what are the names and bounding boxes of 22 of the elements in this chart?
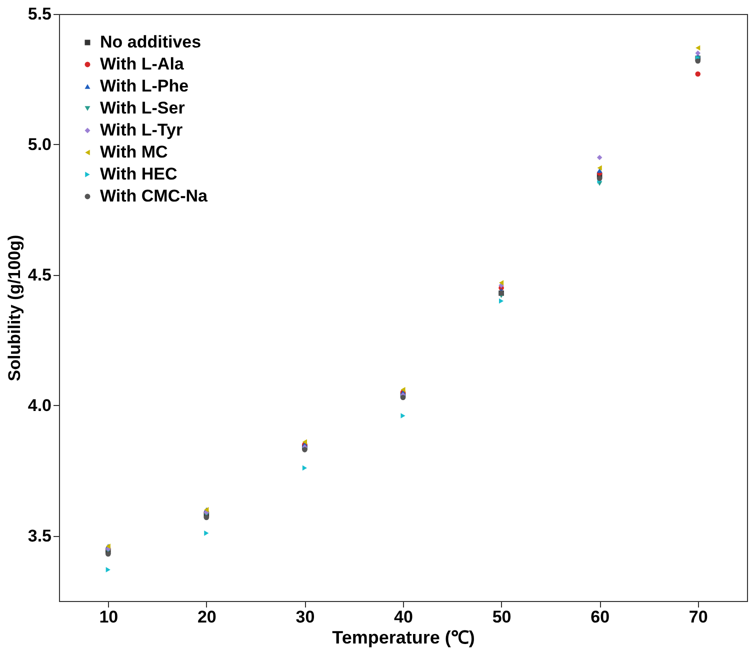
x-axis-title: Temperature (℃) (332, 628, 475, 648)
y-tick-label: 4.0 (28, 396, 52, 415)
legend-label: With CMC-Na (100, 186, 208, 206)
legend-label: With MC (100, 142, 168, 162)
y-tick-label: 3.5 (28, 526, 52, 546)
y-tick-label: 4.5 (28, 265, 52, 284)
x-tick-label: 70 (688, 608, 708, 626)
legend-label: With L-Ser (100, 98, 186, 118)
x-tick-label: 20 (197, 608, 216, 626)
legend-label: No additives (100, 32, 202, 52)
legend-label: With L-Ala (100, 54, 184, 74)
legend-label: With HEC (100, 164, 178, 184)
x-tick-label: 60 (590, 608, 610, 626)
x-tick-label: 30 (296, 608, 315, 626)
legend-label: With L-Tyr (100, 120, 184, 140)
x-tick-label: 50 (492, 608, 512, 626)
x-tick-label: 10 (99, 608, 118, 626)
legend-label: With L-Phe (100, 76, 189, 96)
y-tick-label: 5.5 (28, 4, 52, 24)
y-axis-title: Solubility (g/100g) (4, 234, 24, 382)
y-tick-label: 5.0 (28, 134, 52, 154)
x-tick-label: 40 (394, 608, 413, 626)
